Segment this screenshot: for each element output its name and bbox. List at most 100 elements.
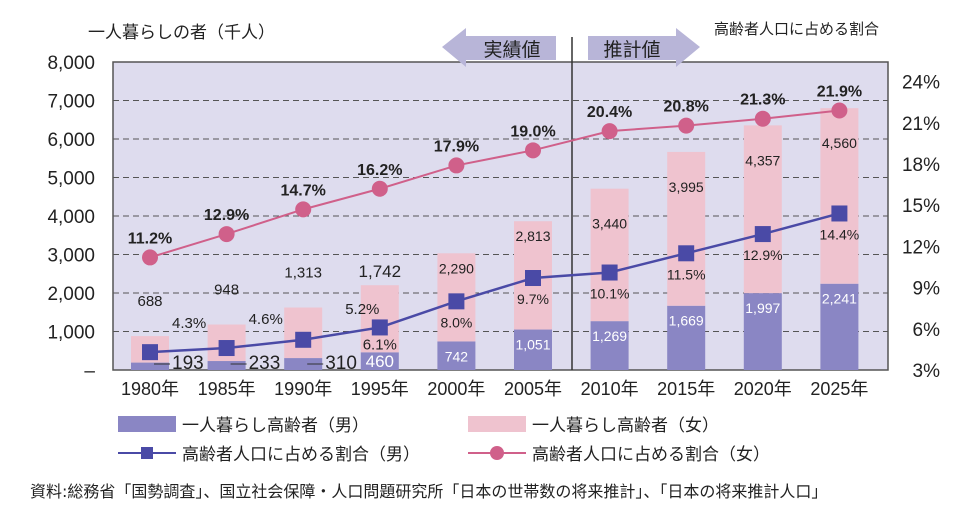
actual-arrow — [442, 28, 556, 67]
female-value-label: 688 — [137, 293, 162, 310]
left-tick-label: 4,000 — [47, 207, 95, 228]
bar-female — [590, 188, 629, 322]
female-ratio-point — [525, 142, 541, 159]
x-tick-label: 1990年 — [274, 379, 332, 399]
male-value-label: 1,051 — [515, 337, 550, 353]
legend-male-bar: 一人暮らし高齢者（男） — [118, 411, 369, 436]
right-tick-label: 21% — [902, 114, 940, 135]
male-value-label: 742 — [445, 348, 469, 364]
legend-label: 高齢者人口に占める割合（男） — [182, 445, 420, 465]
right-tick-label: 12% — [902, 237, 940, 258]
male-value-label: 310 — [325, 353, 357, 374]
left-tick-label: 3,000 — [47, 246, 95, 267]
female-value-label: 2,813 — [515, 228, 550, 244]
female-ratio-point — [371, 180, 388, 197]
female-ratio-label: 12.9% — [204, 207, 249, 224]
bar-female — [743, 125, 782, 294]
legend-label: 高齢者人口に占める割合（女） — [532, 445, 770, 465]
male-value-label: 193 — [172, 353, 204, 374]
male-ratio-line — [149, 212, 840, 354]
female-ratio-line — [149, 109, 840, 259]
left-tick-label: – — [84, 361, 95, 382]
male-ratio-point — [218, 340, 235, 357]
plot-area: – 1,000 2,000 3,000 4,000 5,000 6,000 7,000 8,00… — [47, 28, 941, 399]
left-tick-label: 7,000 — [47, 92, 95, 113]
female-value-label: 4,560 — [822, 135, 857, 151]
legend-female-line: 高齢者人口に占める割合（女） — [468, 440, 770, 465]
bar-female — [667, 151, 706, 306]
legend-swatch — [468, 415, 526, 432]
legend-female-bar: 一人暮らし高齢者（女） — [468, 411, 719, 436]
bar-female — [360, 285, 399, 353]
male-ratio-label: 8.0% — [440, 314, 472, 330]
right-axis-title: 高齢者人口に占める割合 — [714, 20, 880, 38]
actual-label: 実績値 — [483, 39, 540, 61]
left-tick-label: 6,000 — [47, 130, 95, 151]
male-value-label: 2,241 — [822, 291, 857, 307]
male-ratio-point — [831, 205, 848, 222]
right-tick-label: 6% — [913, 320, 941, 341]
male-ratio-label: 12.9% — [743, 247, 783, 263]
left-tick-label: 2,000 — [47, 284, 95, 305]
female-ratio-point — [295, 201, 312, 218]
female-ratio-label: 17.9% — [434, 138, 479, 155]
female-value-label: 1,313 — [284, 265, 322, 282]
right-tick-label: 9% — [913, 279, 941, 300]
male-ratio-point — [678, 245, 695, 262]
legend-label: 一人暮らし高齢者（男） — [182, 416, 369, 436]
male-ratio-label: 10.1% — [590, 286, 630, 302]
x-tick-label: 2020年 — [734, 379, 792, 399]
right-tick-label: 24% — [902, 73, 940, 94]
female-ratio-point — [678, 117, 695, 134]
male-ratio-label: 9.7% — [517, 291, 549, 307]
male-ratio-point — [142, 344, 158, 361]
female-ratio-point — [601, 123, 618, 140]
male-ratio-point — [525, 270, 541, 287]
male-value-label: 1,269 — [592, 328, 627, 344]
male-value-label: 1,669 — [669, 313, 704, 329]
bar-female — [820, 108, 859, 284]
left-tick-label: 8,000 — [47, 53, 95, 74]
male-ratio-label: 5.2% — [345, 301, 379, 318]
male-ratio-label: 4.6% — [249, 311, 283, 328]
female-ratio-label: 21.9% — [817, 84, 862, 101]
right-tick-label: 15% — [902, 196, 940, 217]
female-value-label: 3,440 — [592, 216, 627, 232]
male-ratio-point — [601, 264, 618, 281]
female-ratio-label: 11.2% — [128, 230, 172, 247]
female-value-label: 2,290 — [439, 260, 474, 276]
bar-male — [514, 329, 552, 370]
left-axis-title: 一人暮らしの者（千人） — [88, 23, 275, 43]
bar-male — [437, 341, 476, 370]
legend-swatch — [468, 445, 526, 460]
bar-male — [590, 321, 629, 370]
legend-label: 一人暮らし高齢者（女） — [532, 416, 719, 436]
female-ratio-point — [754, 110, 771, 127]
bar-male — [820, 283, 859, 370]
left-tick-label: 5,000 — [47, 169, 95, 190]
male-value-label: 233 — [249, 353, 281, 374]
source-note: 資料:総務省「国勢調査」、国立社会保障・人口問題研究所「日本の世帯数の将来推計」… — [30, 482, 828, 501]
x-tick-label: 2000年 — [427, 379, 485, 399]
estimate-arrow — [588, 28, 700, 67]
female-value-label: 1,742 — [359, 262, 402, 281]
left-tick-label: 1,000 — [47, 323, 95, 344]
x-tick-label: 1980年 — [121, 379, 179, 399]
x-tick-label: 2015年 — [657, 379, 715, 399]
female-value-label: 3,995 — [669, 179, 704, 195]
x-tick-label: 2025年 — [810, 379, 868, 399]
bar-male — [284, 358, 323, 370]
male-value-label: 1,997 — [745, 300, 780, 316]
female-value-label: 4,357 — [745, 152, 780, 168]
female-ratio-point — [142, 249, 158, 266]
x-tick-label: 1985年 — [198, 379, 256, 399]
x-tick-label: 1995年 — [351, 379, 409, 399]
bar-male — [360, 352, 399, 370]
male-ratio-point — [448, 293, 465, 310]
bar-male — [207, 361, 246, 370]
female-ratio-label: 20.4% — [587, 104, 632, 121]
male-ratio-label: 4.3% — [172, 315, 206, 332]
legend-male-line: 高齢者人口に占める割合（男） — [118, 440, 420, 465]
male-ratio-label: 11.5% — [667, 266, 706, 282]
